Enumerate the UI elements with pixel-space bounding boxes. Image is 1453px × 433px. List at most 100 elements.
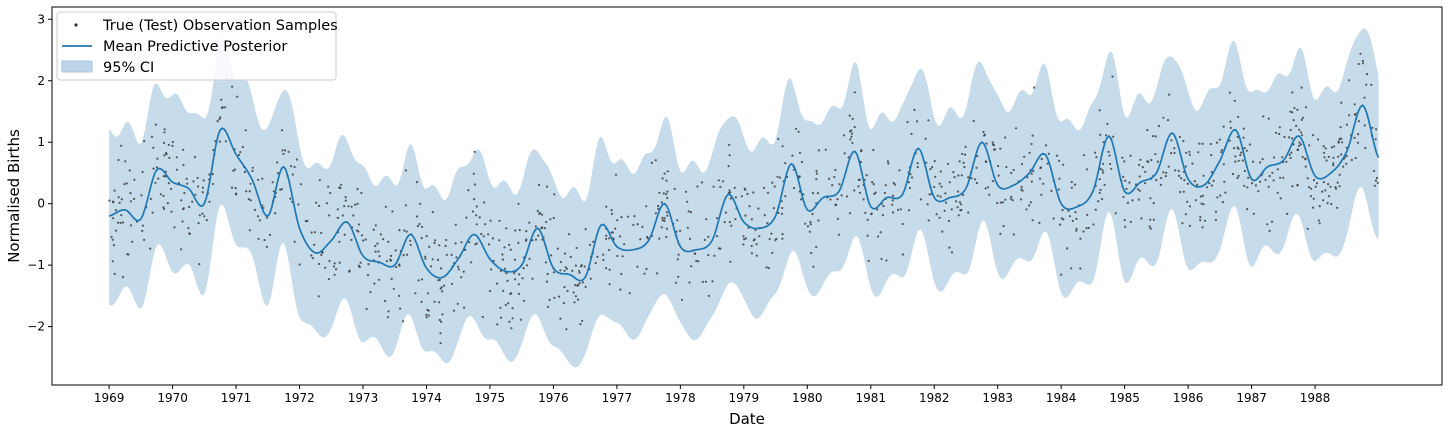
sample-point <box>798 151 802 154</box>
sample-point <box>1025 208 1028 211</box>
sample-point <box>947 219 951 222</box>
sample-point <box>295 158 298 161</box>
sample-point <box>581 281 585 284</box>
sample-point <box>382 238 385 241</box>
sample-point <box>811 192 815 195</box>
sample-point <box>550 254 553 257</box>
sample-point <box>415 181 419 184</box>
sample-point <box>1010 195 1013 198</box>
x-tick-label: 1975 <box>475 391 506 405</box>
sample-point <box>201 186 205 189</box>
sample-point <box>1224 191 1227 194</box>
sample-point <box>733 186 736 189</box>
sample-point <box>311 257 314 260</box>
sample-point <box>475 205 478 208</box>
sample-point <box>1144 170 1147 173</box>
sample-point <box>112 244 115 247</box>
sample-point <box>1243 184 1246 187</box>
sample-point <box>344 199 347 202</box>
sample-point <box>1300 86 1303 89</box>
sample-point <box>1152 202 1155 205</box>
sample-point <box>509 248 512 251</box>
sample-point <box>525 230 528 233</box>
sample-point <box>1321 190 1324 193</box>
sample-point <box>1148 225 1151 228</box>
sample-point <box>636 265 639 268</box>
sample-point <box>1079 237 1082 240</box>
sample-point <box>1106 122 1109 125</box>
sample-point <box>392 287 395 290</box>
sample-point <box>152 167 155 170</box>
sample-point <box>996 202 999 205</box>
sample-point <box>513 272 516 275</box>
sample-point <box>1128 181 1131 184</box>
sample-point <box>1357 133 1360 136</box>
sample-point <box>1138 163 1141 166</box>
sample-point <box>1292 119 1295 122</box>
sample-point <box>188 232 191 235</box>
sample-point <box>271 181 274 184</box>
sample-point <box>1060 217 1063 220</box>
sample-point <box>462 270 465 273</box>
sample-point <box>940 185 943 188</box>
sample-point <box>864 211 867 214</box>
sample-point <box>304 220 307 223</box>
sample-point <box>514 278 517 281</box>
sample-point <box>427 314 430 317</box>
sample-point <box>328 214 331 217</box>
sample-point <box>1101 169 1104 172</box>
sample-point <box>688 281 691 284</box>
sample-point <box>327 185 330 188</box>
sample-point <box>663 172 666 175</box>
sample-point <box>487 243 491 246</box>
sample-point <box>249 199 252 202</box>
sample-point <box>897 208 900 211</box>
sample-point <box>522 299 526 302</box>
sample-point <box>193 156 197 159</box>
sample-point <box>150 135 154 138</box>
sample-point <box>1291 137 1294 140</box>
sample-point <box>695 259 698 263</box>
sample-point <box>960 174 963 177</box>
sample-point <box>141 229 144 232</box>
sample-point <box>460 276 463 279</box>
x-tick-label: 1970 <box>157 391 188 405</box>
sample-point <box>1055 154 1059 157</box>
sample-point <box>1281 156 1284 159</box>
sample-point <box>1237 115 1240 118</box>
sample-point <box>755 254 758 257</box>
sample-point <box>196 176 199 180</box>
sample-point <box>245 190 248 193</box>
sample-point <box>1240 151 1243 154</box>
sample-point <box>1210 184 1213 187</box>
sample-point <box>716 235 719 238</box>
sample-point <box>114 229 118 232</box>
sample-point <box>722 180 725 183</box>
sample-point <box>1283 135 1286 139</box>
sample-point <box>616 254 619 258</box>
sample-point <box>893 183 897 186</box>
sample-point <box>1150 158 1153 162</box>
sample-point <box>1317 219 1320 222</box>
sample-point <box>858 178 861 181</box>
sample-point <box>961 152 964 156</box>
sample-point <box>1165 171 1168 174</box>
sample-point <box>1149 218 1152 221</box>
sample-point <box>457 265 460 268</box>
sample-point <box>661 216 664 219</box>
sample-point <box>766 222 769 225</box>
sample-point <box>660 201 663 204</box>
sample-point <box>1178 135 1181 139</box>
sample-point <box>962 161 965 164</box>
sample-point <box>162 141 166 144</box>
sample-point <box>626 215 630 218</box>
sample-point <box>159 193 162 196</box>
sample-point <box>636 223 639 226</box>
x-tick-label: 1981 <box>855 391 886 405</box>
sample-point <box>1082 230 1085 233</box>
sample-point <box>186 182 189 185</box>
sample-point <box>162 206 165 209</box>
sample-point <box>332 265 336 268</box>
sample-point <box>426 292 430 295</box>
sample-point <box>409 243 412 246</box>
